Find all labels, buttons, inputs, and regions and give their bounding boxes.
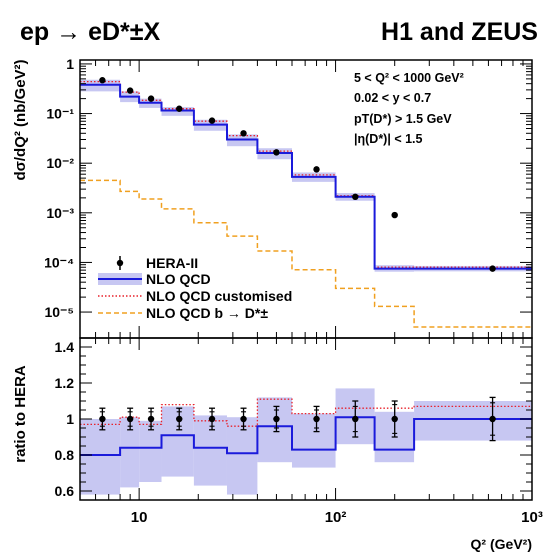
- main-data-point-9: [391, 211, 398, 219]
- main-ytick-label-2: 10⁻²: [46, 155, 74, 171]
- ratio-data-point-6: [273, 415, 280, 423]
- main-panel: 1 10⁻¹ 10⁻² 10⁻³ 10⁻⁴ 10⁻⁵: [44, 56, 533, 339]
- ratio-nlo-band-bin-5: [226, 417, 258, 495]
- legend: HERA-II NLO QCD NLO QCD customised NLO Q…: [98, 255, 292, 321]
- ratio-panel: 0.6 0.8 1 1.2 1.4 10 10² 10³: [55, 337, 543, 526]
- main-ytick-label-5: 10⁻⁵: [44, 304, 74, 320]
- ratio-nlo-band-bin-7: [291, 413, 336, 468]
- main-data-point-1: [126, 87, 134, 94]
- main-data-point-0: [99, 77, 106, 84]
- legend-marker-hera: [116, 259, 124, 267]
- ratio-nlo-band-bin-4: [193, 415, 227, 486]
- main-ytick-label-0: 1: [66, 56, 74, 72]
- ratio-ytick-label-1: 0.8: [55, 447, 75, 463]
- main-data-point-6: [273, 149, 280, 156]
- cut-y: 0.02 < y < 0.7: [354, 91, 431, 105]
- ratio-data-point-5: [240, 415, 247, 423]
- ratio-data-point-9: [391, 415, 398, 423]
- cut-q2: 5 < Q² < 1000 GeV²: [354, 71, 464, 85]
- xtick-label-0: 10: [131, 509, 148, 526]
- ratio-data-point-10: [489, 415, 496, 423]
- ratio-data-point-8: [352, 415, 359, 423]
- ratio-data-point-1: [126, 415, 134, 423]
- cut-eta: |η(D*)| < 1.5: [354, 132, 423, 146]
- main-ylabel: dσ/dQ² (nb/GeV²): [12, 59, 29, 180]
- main-data-point-3: [176, 105, 183, 112]
- main-data-point-8: [352, 193, 359, 201]
- main-ytick-label-3: 10⁻³: [46, 205, 74, 221]
- legend-label-nlo-custom: NLO QCD customised: [146, 288, 292, 304]
- legend-entry-nlo: NLO QCD: [98, 271, 211, 287]
- main-ytick-label-4: 10⁻⁴: [44, 254, 74, 270]
- title-left: ep → eD*±X: [20, 18, 160, 46]
- ratio-ytick-label-2: 1: [66, 411, 74, 427]
- ratio-ytick-label-3: 1.2: [55, 375, 75, 391]
- title-right: H1 and ZEUS: [381, 18, 538, 46]
- ratio-nlo-band-bin-2: [139, 420, 162, 482]
- ratio-ytick-label-4: 1.4: [55, 339, 75, 355]
- ratio-nlo-line: [80, 416, 532, 456]
- xtick-label-1: 10²: [325, 509, 347, 526]
- cut-pt: pT(D*) > 1.5 GeV: [354, 112, 452, 126]
- legend-label-hera: HERA-II: [146, 255, 198, 271]
- main-nlo-line: [80, 83, 532, 270]
- main-data-point-10: [489, 265, 496, 272]
- ratio-nlo-band-bin-10: [414, 401, 532, 441]
- legend-entry-hera: HERA-II: [116, 255, 198, 271]
- main-nlo-custom-line: [80, 80, 532, 268]
- cuts-annotation: 5 < Q² < 1000 GeV² 0.02 < y < 0.7 pT(D*)…: [354, 71, 464, 146]
- legend-label-nlo: NLO QCD: [146, 271, 211, 287]
- ratio-ylabel: ratio to HERA: [12, 365, 29, 463]
- xtick-label-2: 10³: [521, 509, 543, 526]
- ratio-nlo-band-bin-0: [80, 419, 121, 495]
- legend-entry-b: NLO QCD b → D*±: [98, 305, 268, 321]
- xlabel: Q² (GeV²): [471, 536, 532, 552]
- ratio-data-point-7: [313, 415, 320, 423]
- main-b-line: [80, 179, 532, 328]
- main-data-point-4: [208, 117, 216, 124]
- ratio-data-point-3: [176, 415, 183, 423]
- main-data-point-7: [313, 166, 320, 173]
- ratio-nlo-band-bin-6: [257, 397, 292, 463]
- ratio-data-point-0: [99, 415, 106, 423]
- legend-entry-nlo-custom: NLO QCD customised: [98, 288, 292, 304]
- ratio-data-point-2: [147, 415, 155, 423]
- ratio-data-point-4: [208, 415, 216, 423]
- main-data-point-5: [240, 130, 247, 137]
- legend-label-b: NLO QCD b → D*±: [146, 305, 268, 321]
- main-data-point-2: [147, 95, 155, 102]
- ratio-nlo-band-bin-1: [120, 417, 140, 488]
- ratio-ytick-label-0: 0.6: [55, 483, 75, 499]
- main-ytick-label-1: 10⁻¹: [46, 106, 74, 122]
